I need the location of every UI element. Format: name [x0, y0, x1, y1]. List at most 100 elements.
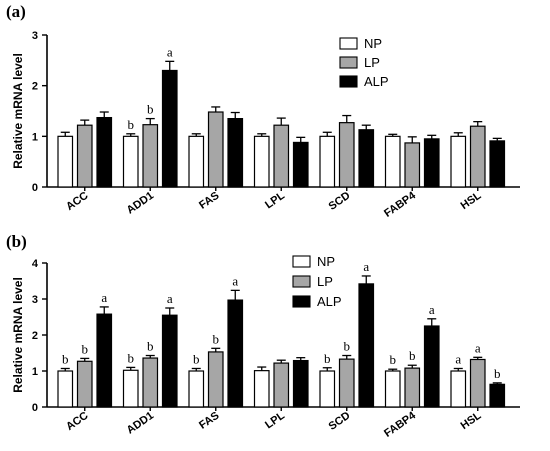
bar-alp-fas: [227, 117, 244, 188]
bar-lp-lpl: [273, 124, 290, 188]
legend-swatch-np: [292, 255, 311, 268]
bar-alp-add1: [161, 314, 178, 408]
x-tick-label: FAS: [197, 190, 221, 212]
bar-np-scd: [319, 370, 336, 408]
significance-letter: b: [128, 117, 135, 132]
bar-lp-add1: [142, 357, 159, 408]
significance-letter: b: [147, 102, 154, 117]
bar-lp-fabp4: [404, 367, 421, 408]
bar-lp-fas: [207, 351, 224, 408]
bar-alp-scd: [358, 129, 375, 188]
bar-alp-fabp4: [423, 138, 440, 188]
bar-alp-fas: [227, 299, 244, 408]
x-tick-label: FAS: [197, 410, 221, 432]
significance-letter: b: [409, 348, 416, 363]
x-tick-label: HSL: [459, 409, 484, 432]
bar-lp-acc: [76, 124, 93, 188]
legend-label-np: NP: [317, 254, 335, 269]
bar-np-lpl: [253, 370, 270, 408]
significance-letter: a: [167, 291, 173, 306]
bar-np-lpl: [253, 135, 270, 188]
bar-np-acc: [57, 135, 74, 188]
bar-lp-fas: [207, 111, 224, 188]
y-tick-label: 0: [32, 182, 38, 194]
y-axis-label: Relative mRNA level: [11, 277, 25, 393]
significance-letter: b: [344, 339, 351, 354]
legend-label-lp: LP: [364, 55, 380, 70]
significance-letter: b: [82, 341, 89, 356]
bar-np-fabp4: [384, 135, 401, 188]
bar-alp-scd: [358, 283, 375, 408]
significance-letter: b: [62, 351, 69, 366]
x-tick-label: FABP4: [382, 409, 419, 440]
bar-alp-hsl: [489, 140, 506, 188]
legend-label-alp: ALP: [317, 294, 342, 309]
bar-alp-hsl: [489, 383, 506, 408]
bar-alp-acc: [96, 313, 113, 408]
significance-letter: b: [324, 351, 331, 366]
bar-lp-fabp4: [404, 142, 421, 188]
significance-letter: a: [101, 290, 107, 305]
x-tick-label: SCD: [327, 190, 353, 213]
x-tick-label: ADD1: [125, 410, 156, 437]
x-tick-label: FABP4: [382, 189, 419, 220]
bar-lp-add1: [142, 124, 159, 188]
bar-np-scd: [319, 135, 336, 188]
y-tick-label: 0: [32, 402, 38, 414]
legend: NP LP ALP: [339, 36, 389, 89]
bar-lp-acc: [76, 360, 93, 408]
x-tick-label: SCD: [327, 410, 353, 433]
y-axis-label: Relative mRNA level: [11, 53, 25, 169]
legend-swatch-lp: [292, 275, 311, 288]
significance-letter: a: [455, 351, 461, 366]
x-tick-label: LPL: [263, 189, 287, 211]
bar-lp-scd: [338, 122, 355, 188]
significance-letter: b: [213, 331, 220, 346]
y-tick-label: 4: [32, 258, 39, 270]
bar-alp-add1: [161, 69, 178, 188]
panel-label: (b): [6, 232, 27, 251]
chart-panel-b: (b)Relative mRNA level01234bbaACCbbaADD1…: [6, 232, 520, 440]
legend-swatch-alp: [339, 75, 358, 88]
bar-lp-hsl: [469, 125, 486, 188]
bar-alp-acc: [96, 116, 113, 188]
panel-label: (a): [6, 2, 26, 21]
bar-np-fas: [188, 135, 205, 188]
bar-alp-lpl: [292, 359, 309, 408]
bar-alp-lpl: [292, 141, 309, 188]
significance-letter: b: [128, 350, 135, 365]
significance-letter: b: [390, 352, 397, 367]
chart-panel-a: (a) Relative mRNA level 0 1 2 3 ACC bb a ADD1 FAS L…: [6, 2, 520, 220]
bar-np-fas: [188, 370, 205, 408]
y-tick-label: 1: [32, 131, 38, 143]
bar-lp-scd: [338, 358, 355, 408]
significance-letter: a: [167, 44, 173, 59]
y-tick-label: 3: [32, 294, 38, 306]
bar-alp-fabp4: [423, 325, 440, 408]
x-tick-label: HSL: [459, 189, 484, 212]
y-tick-label: 2: [32, 330, 38, 342]
bar-lp-lpl: [273, 362, 290, 408]
y-tick-label: 1: [32, 366, 38, 378]
legend-label-lp: LP: [317, 274, 333, 289]
bar-np-acc: [57, 370, 74, 408]
significance-letter: b: [147, 339, 154, 354]
y-tick-label: 3: [32, 30, 38, 42]
significance-letter: a: [475, 340, 481, 355]
x-tick-label: ACC: [64, 410, 90, 434]
legend-swatch-np: [339, 37, 358, 50]
legend-swatch-lp: [339, 56, 358, 69]
bar-np-hsl: [450, 135, 467, 188]
legend: NP LP ALP: [292, 254, 342, 309]
significance-letter: b: [494, 366, 501, 381]
bar-np-add1: [122, 135, 139, 188]
x-tick-label: LPL: [263, 409, 287, 431]
bar-np-hsl: [450, 370, 467, 408]
legend-label-np: NP: [364, 36, 382, 51]
significance-letter: a: [232, 273, 238, 288]
y-tick-label: 2: [32, 81, 38, 93]
x-tick-label: ACC: [64, 190, 90, 214]
x-tick-label: ADD1: [125, 190, 156, 217]
bar-lp-hsl: [469, 358, 486, 408]
